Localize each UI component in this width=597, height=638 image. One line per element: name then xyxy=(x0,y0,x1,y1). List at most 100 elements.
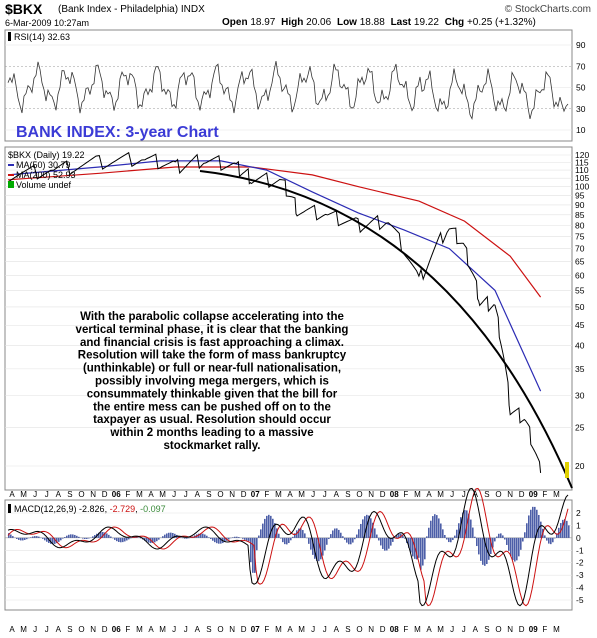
price-tick-label: 70 xyxy=(575,244,585,254)
price-tick-label: 90 xyxy=(575,200,585,210)
price-tick-label: 105 xyxy=(575,173,589,183)
annotation-line: (unthinkable) or full or near-full natio… xyxy=(83,363,341,375)
rsi-tick-labels: 10 30 50 70 90 xyxy=(576,40,586,135)
macd-histogram-bar xyxy=(554,537,556,539)
macd-histogram-bar xyxy=(158,537,160,540)
month-label: F xyxy=(125,625,130,634)
month-label: M xyxy=(553,490,560,499)
month-label: D xyxy=(519,490,525,499)
macd-signal-value: -2.729 xyxy=(110,504,136,514)
macd-histogram-bar xyxy=(64,537,66,538)
month-label: A xyxy=(195,490,201,499)
macd-histogram-bar xyxy=(316,537,318,562)
macd-label-text: MACD(12,26,9) -2.826, -2.729, -0.097 xyxy=(14,504,166,514)
macd-histogram-bar xyxy=(286,537,288,545)
macd-histogram-bar xyxy=(454,535,456,538)
macd-histogram-bar xyxy=(236,536,238,538)
macd-histogram-bar xyxy=(56,537,58,544)
month-label: J xyxy=(323,625,327,634)
month-label: A xyxy=(473,490,479,499)
macd-histogram-bar xyxy=(552,537,554,543)
price-tick-label: 50 xyxy=(575,302,585,312)
macd-histogram-bar xyxy=(342,536,344,538)
macd-histogram-bar xyxy=(476,537,478,547)
macd-histogram-bar xyxy=(156,537,158,542)
macd-histogram-bar xyxy=(244,537,246,540)
macd-histogram-bar xyxy=(490,537,492,555)
macd-histogram-bar xyxy=(258,535,260,538)
month-label: M xyxy=(414,490,421,499)
macd-histogram-bar xyxy=(206,535,208,538)
macd-tick-labels: 2 1 0 -1 -2 -3 -4 -5 xyxy=(576,508,584,605)
macd-hist-value: -0.097 xyxy=(140,504,166,514)
month-label: M xyxy=(275,490,282,499)
macd-histogram-bar xyxy=(520,537,522,550)
macd-histogram-bar xyxy=(66,535,68,538)
annotation-line: and financial crisis is fast approaching… xyxy=(80,337,344,349)
macd-histogram-bar xyxy=(492,537,494,548)
legend-ma200: MA(200) 52.93 xyxy=(16,170,76,180)
macd-histogram-bar xyxy=(564,519,566,538)
price-tick-label: 40 xyxy=(575,341,585,351)
macd-histogram-bar xyxy=(8,533,10,538)
macd-histogram-bar xyxy=(200,533,202,538)
macd-histogram-bar xyxy=(12,536,14,538)
macd-histogram-bar xyxy=(252,537,254,573)
price-tick-label: 35 xyxy=(575,364,585,374)
macd-histogram-bar xyxy=(410,537,412,553)
macd-histogram-bar xyxy=(462,512,464,538)
month-label: S xyxy=(206,490,211,499)
macd-histogram-bar xyxy=(498,533,500,538)
price-tick-label: 55 xyxy=(575,285,585,295)
macd-histogram-bar xyxy=(308,537,310,544)
macd-histogram-bar xyxy=(550,537,552,545)
high-label: High xyxy=(281,17,304,28)
macd-histogram-bar xyxy=(494,537,496,542)
month-label: A xyxy=(195,625,201,634)
macd-line xyxy=(7,487,569,607)
macd-histogram-bar xyxy=(314,537,316,559)
macd-histogram-bar xyxy=(122,537,124,543)
macd-histogram-bar xyxy=(10,534,12,538)
month-label: O xyxy=(78,490,84,499)
month-label: A xyxy=(148,490,154,499)
month-label: J xyxy=(172,490,176,499)
macd-histogram-bar xyxy=(388,537,390,549)
month-label: A xyxy=(473,625,479,634)
month-label: A xyxy=(148,625,154,634)
month-label: M xyxy=(136,490,143,499)
month-label: M xyxy=(159,625,166,634)
ma200-line xyxy=(7,166,542,298)
macd-histogram-bar xyxy=(428,527,430,538)
macd-histogram-bar xyxy=(70,534,72,538)
macd-histogram-bar xyxy=(22,537,24,541)
macd-histogram-bar xyxy=(58,537,60,542)
macd-histogram-bar xyxy=(304,533,306,538)
macd-histogram-bar xyxy=(54,537,56,544)
month-label: M xyxy=(414,625,421,634)
macd-histogram-bar xyxy=(120,537,122,543)
macd-histogram-bar xyxy=(536,509,538,538)
symbol: $BKX xyxy=(5,1,43,17)
macd-histogram-bar xyxy=(326,537,328,545)
macd-histogram-bar xyxy=(416,537,418,560)
month-label: M xyxy=(20,625,27,634)
month-label: M xyxy=(553,625,560,634)
macd-histogram-bar xyxy=(82,537,84,539)
month-label: O xyxy=(495,490,501,499)
macd-histogram-bar xyxy=(166,533,168,538)
macd-histogram-bar xyxy=(402,535,404,538)
annotation-line: within 2 months leading to a massive xyxy=(109,427,313,439)
rsi-tick-label: 30 xyxy=(576,104,586,114)
macd-histogram-bar xyxy=(186,537,188,539)
annotation-text: With the parabolic collapse accelerating… xyxy=(76,311,349,452)
macd-histogram-bar xyxy=(162,536,164,538)
price-tick-label: 100 xyxy=(575,182,589,192)
month-label: F xyxy=(264,625,269,634)
macd-histogram-bar xyxy=(114,537,116,540)
macd-histogram-bar xyxy=(448,537,450,543)
month-label: O xyxy=(356,625,362,634)
price-tick-label: 45 xyxy=(575,320,585,330)
